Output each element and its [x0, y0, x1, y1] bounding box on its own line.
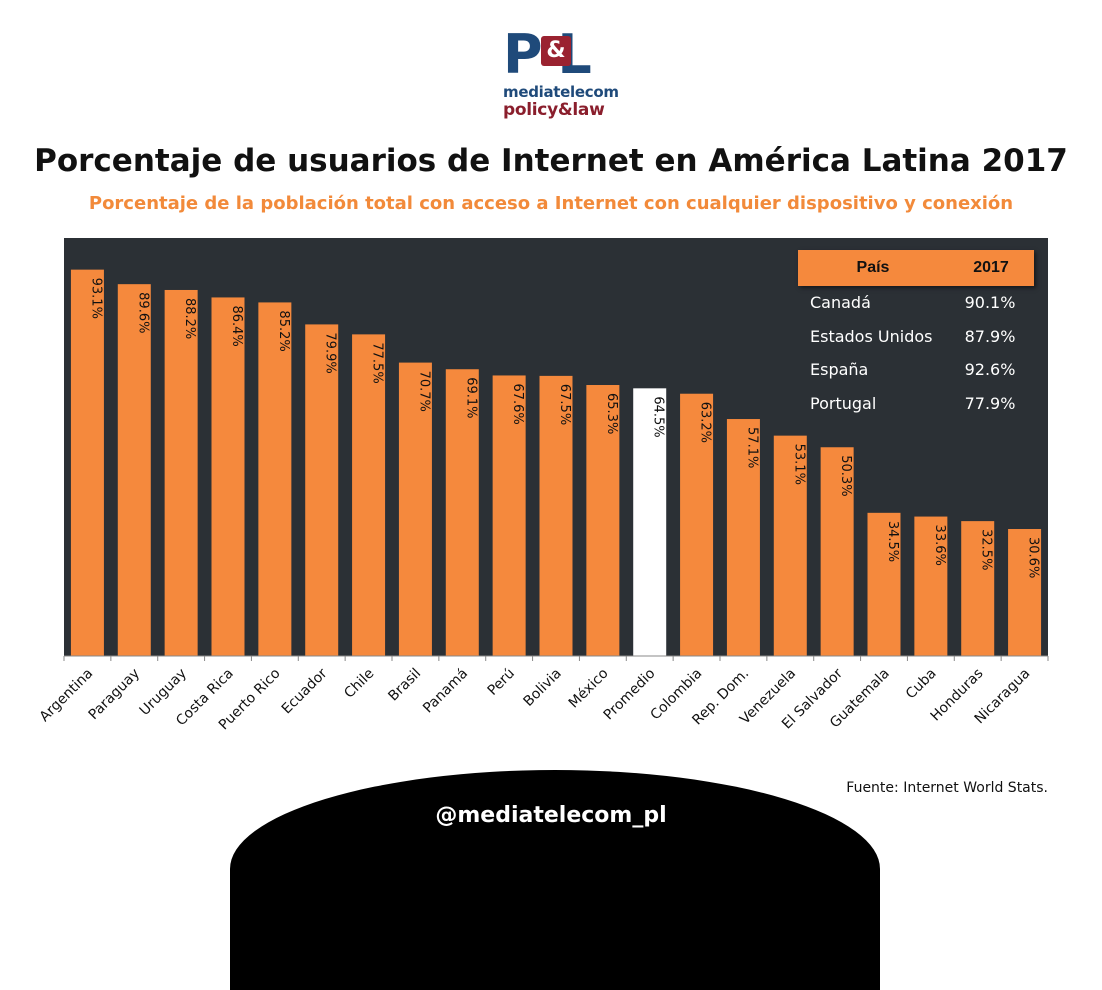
- data-label: 70.7%: [416, 371, 431, 412]
- bar-6: [352, 334, 386, 656]
- bar-1: [117, 284, 151, 656]
- data-label: 93.1%: [88, 278, 103, 319]
- bar-9: [492, 375, 526, 656]
- bar-15: [773, 435, 807, 656]
- data-label: 86.4%: [229, 305, 244, 346]
- bar-7: [398, 362, 432, 656]
- x-tick-label: Perú: [485, 666, 518, 699]
- x-tick-label: Ecuador: [279, 665, 331, 717]
- table-row: Estados Unidos 87.9%: [798, 320, 1034, 354]
- logo-ampersand: &: [541, 36, 571, 66]
- table-cell-value: 92.6%: [964, 360, 1016, 380]
- data-label: 65.3%: [604, 393, 619, 434]
- data-label: 32.5%: [979, 529, 994, 570]
- data-label: 67.5%: [557, 384, 572, 425]
- chart-subtitle: Porcentaje de la población total con acc…: [88, 193, 1014, 214]
- x-ticks-group: [63, 656, 1049, 661]
- table-header: País 2017: [798, 250, 1034, 286]
- table-cell-country: Canadá: [810, 293, 871, 313]
- table-header-country: País: [856, 259, 890, 276]
- bar-5: [305, 324, 339, 656]
- table-cell-value: 77.9%: [964, 393, 1016, 413]
- x-tick-label: Bolivia: [520, 666, 564, 710]
- logo-line-2: policy&law: [503, 100, 605, 120]
- data-label: 33.6%: [932, 525, 947, 566]
- bar-3: [211, 297, 245, 656]
- bar-10: [539, 375, 573, 656]
- table-cell-value: 90.1%: [964, 293, 1016, 313]
- data-label: 77.5%: [370, 342, 385, 383]
- table-cell-value: 87.9%: [964, 326, 1016, 346]
- bar-0: [70, 269, 104, 656]
- bar-12: [633, 388, 667, 656]
- bar-18: [914, 516, 948, 656]
- x-tick-label: Brasil: [385, 666, 424, 705]
- x-tick-label: Cuba: [903, 666, 940, 703]
- data-label: 85.2%: [276, 310, 291, 351]
- table-cell-country: España: [810, 360, 869, 380]
- data-label: 69.1%: [463, 377, 478, 418]
- bar-4: [258, 302, 292, 656]
- x-tick-label: Argentina: [37, 666, 97, 726]
- bar-chart: 93.1% 89.6% 88.2% 86.4% 85.2% 79.9% 77.5% 70.7%…: [37, 238, 1049, 733]
- table-row: Portugal 77.9%: [798, 387, 1034, 421]
- source-note: Fuente: Internet World Stats.: [846, 780, 1048, 796]
- table-row: Canadá 90.1%: [798, 286, 1034, 320]
- bar-8: [445, 369, 479, 656]
- bar-13: [680, 393, 714, 656]
- x-tick-label: Paraguay: [86, 666, 144, 724]
- chart-title: Porcentaje de usuarios de Internet en Am…: [34, 143, 1068, 179]
- bar-17: [867, 512, 901, 656]
- bar-14: [726, 419, 760, 656]
- data-label: 30.6%: [1026, 537, 1041, 578]
- x-tick-label: México: [566, 666, 612, 712]
- bars-group: 93.1% 89.6% 88.2% 86.4% 85.2% 79.9% 77.5% 70.7%…: [70, 269, 1042, 656]
- data-label: 50.3%: [838, 455, 853, 496]
- table-row: España 92.6%: [798, 353, 1034, 387]
- bar-11: [586, 385, 620, 656]
- bar-16: [820, 447, 854, 656]
- table-cell-country: Estados Unidos: [810, 326, 933, 346]
- data-label: 34.5%: [885, 521, 900, 562]
- data-label: 57.1%: [744, 427, 759, 468]
- comparison-table: País 2017 Canadá 90.1% Estados Unidos 87…: [798, 250, 1034, 420]
- table-cell-country: Portugal: [810, 393, 877, 413]
- logo-line-1: mediatelecom: [503, 83, 619, 101]
- data-label: 67.6%: [510, 383, 525, 424]
- data-label: 89.6%: [135, 292, 150, 333]
- bar-20: [1008, 529, 1042, 656]
- data-label: 64.5%: [651, 396, 666, 437]
- data-label: 53.1%: [791, 444, 806, 485]
- bar-19: [961, 521, 995, 656]
- logo: P L & mediatelecom policy&law: [503, 26, 619, 122]
- bar-2: [164, 289, 198, 656]
- x-tick-label: Chile: [341, 666, 377, 702]
- social-handle: @mediatelecom_pl: [435, 803, 667, 828]
- table-header-year: 2017: [973, 259, 1009, 276]
- data-label: 79.9%: [323, 332, 338, 373]
- data-label: 88.2%: [182, 298, 197, 339]
- data-label: 63.2%: [698, 402, 713, 443]
- x-tick-label: Panamá: [420, 666, 471, 717]
